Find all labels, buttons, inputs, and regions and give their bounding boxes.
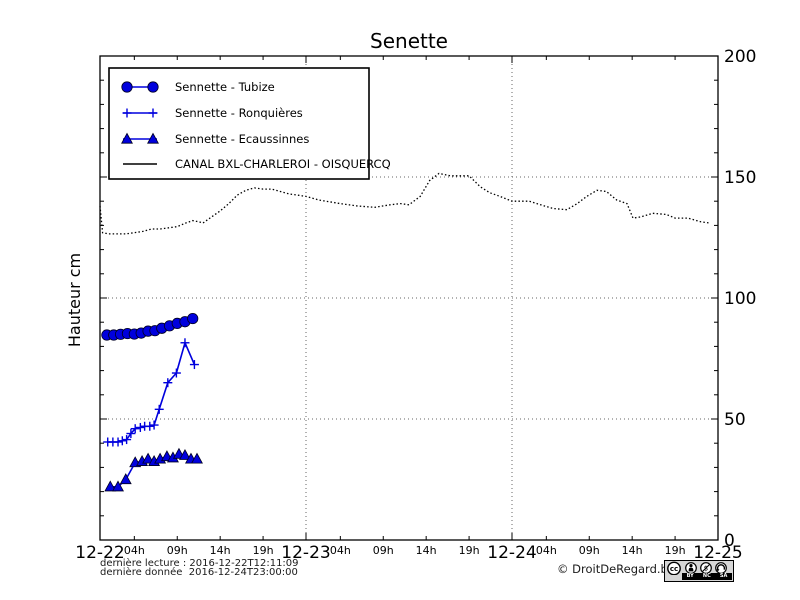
sa-arrow-head [716, 569, 720, 572]
svg-text:04h: 04h [330, 544, 351, 557]
axis-ticks [99, 55, 719, 541]
svg-text:12-23: 12-23 [281, 543, 330, 563]
legend-label-1: Sennette - Tubize [175, 80, 275, 94]
by-person-body [688, 567, 694, 572]
svg-text:14h: 14h [210, 544, 231, 557]
svg-text:04h: 04h [124, 544, 145, 557]
last-data-text: dernière donnée 2016-12-24T23:00:00 [100, 567, 298, 578]
svg-text:19h: 19h [459, 544, 480, 557]
svg-text:200: 200 [724, 47, 756, 67]
svg-text:14h: 14h [622, 544, 643, 557]
y-tick-labels: 0 50 100 150 200 [724, 47, 756, 551]
svg-text:12-22: 12-22 [75, 543, 124, 563]
series-2 [103, 338, 199, 447]
last-reading-text: dernière lecture : 2016-12-22T12:11:09 [100, 558, 299, 569]
svg-text:0: 0 [724, 531, 735, 551]
nc-slash [702, 564, 710, 572]
svg-text:100: 100 [724, 289, 756, 309]
series-3 [104, 447, 203, 492]
cc-letter-sa: SA [719, 573, 728, 579]
svg-text:14h: 14h [416, 544, 437, 557]
cc-letter-by: BY [686, 573, 694, 579]
svg-text:50: 50 [724, 410, 746, 430]
cc-license-icons: cc $ [667, 561, 727, 575]
sa-arrow-arc [716, 564, 726, 570]
legend: Sennette - Tubize Sennette - Ronquières Se… [108, 67, 391, 180]
legend-label-3: Sennette - Ecaussinnes [175, 132, 309, 146]
cc-icon-label: cc [670, 565, 678, 573]
svg-text:19h: 19h [253, 544, 274, 557]
svg-text:12-25: 12-25 [693, 543, 742, 563]
copyright-text: © DroitDeRegard.be [557, 562, 675, 576]
legend-label-2: Sennette - Ronquières [175, 106, 303, 120]
cc-badge-strip: BY NC SA [682, 573, 732, 580]
svg-text:09h: 09h [579, 544, 600, 557]
svg-text:150: 150 [724, 168, 756, 188]
chart-title: Senette [370, 29, 448, 53]
svg-text:09h: 09h [373, 544, 394, 557]
cc-license-badge: cc $ BY NC SA [664, 560, 734, 582]
svg-text:09h: 09h [167, 544, 188, 557]
legend-label-4: CANAL BXL-CHARLEROI - OISQUERCQ [175, 157, 391, 171]
cc-icon [667, 561, 681, 575]
svg-text:19h: 19h [665, 544, 686, 557]
series-4 [99, 172, 710, 235]
series-1 [101, 312, 199, 341]
cc-letter-nc: NC [702, 573, 711, 579]
y-axis-label: Hauteur cm [65, 253, 84, 347]
svg-text:12-24: 12-24 [487, 543, 536, 563]
x-tick-labels: 12-22 12-23 12-24 12-25 04h 09h 14h 19h 04h 09h 14… [75, 543, 742, 563]
by-person-head [689, 564, 693, 568]
svg-text:04h: 04h [536, 544, 557, 557]
